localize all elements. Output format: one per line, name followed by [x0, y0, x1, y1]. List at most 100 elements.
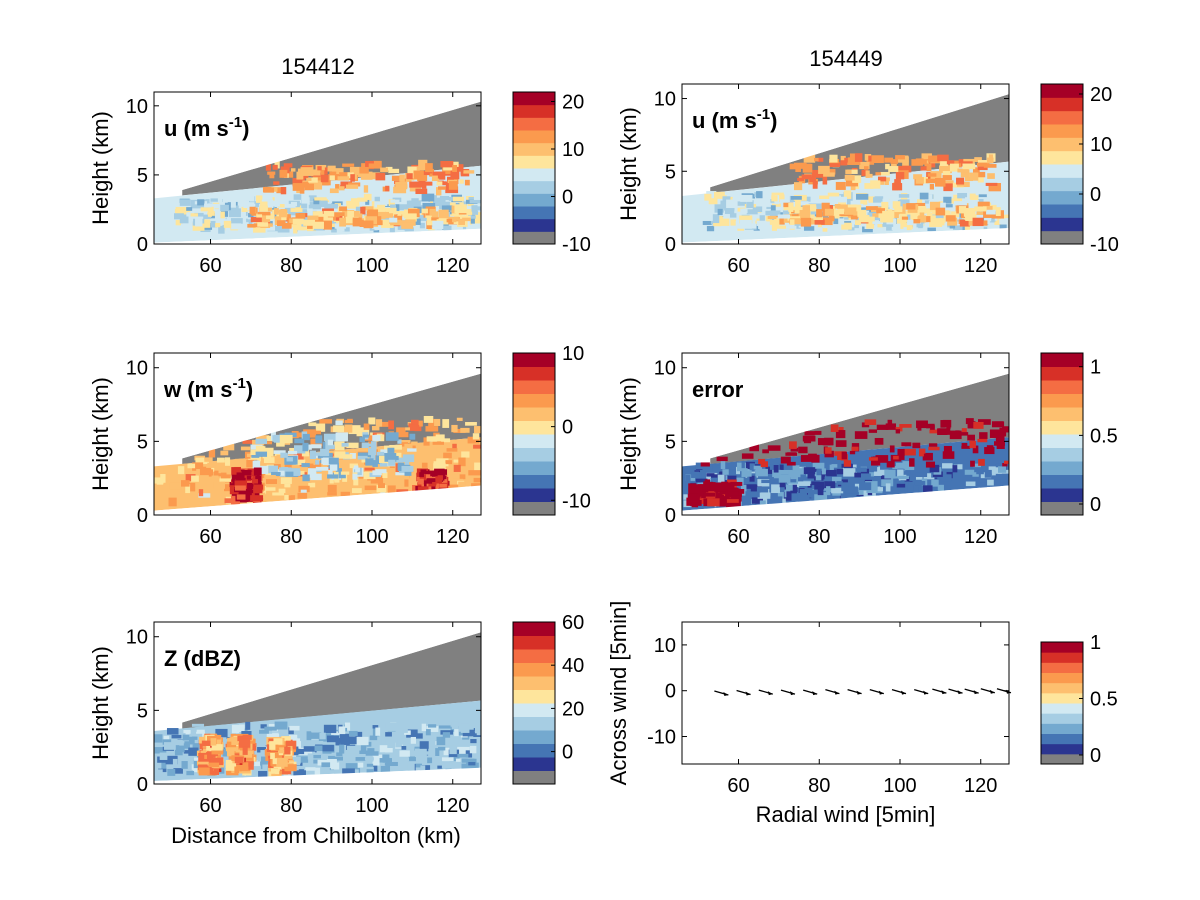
heatmap-cell: [353, 210, 360, 217]
colorbar-swatch: [1041, 461, 1083, 475]
heatmap-cell: [224, 457, 231, 466]
panel-u-154412: u (m s-1) 60 80 100 120 0 5 10 Height (km) -10 0 10…: [88, 91, 591, 277]
heatmap-cell: [973, 421, 984, 429]
heatmap-cell: [888, 166, 899, 172]
heatmap-cell: [707, 203, 714, 210]
wind-arrow-head: [973, 690, 979, 695]
heatmap-cell: [944, 210, 951, 218]
heatmap-cell: [939, 159, 949, 167]
colorbar-swatch: [513, 622, 555, 636]
heatmap-cell: [383, 207, 397, 217]
colorbar-swatch: [513, 649, 555, 663]
heatmap-cell: [454, 727, 459, 737]
heatmap-cell: [889, 195, 900, 200]
colorbar-swatch: [513, 92, 555, 106]
heatmap-cell: [441, 205, 453, 211]
colorbar-tick-label: 0: [562, 417, 573, 439]
heatmap-cell: [320, 174, 329, 183]
heatmap-cell: [277, 215, 284, 222]
heatmap-cell: [405, 213, 417, 222]
y-tick-label: 0: [137, 234, 148, 256]
heatmap-cell: [843, 190, 852, 199]
heatmap-cell: [332, 472, 346, 479]
heatmap-cell: [866, 220, 875, 229]
heatmap-cell: [986, 215, 992, 222]
colorbar-swatch: [1041, 393, 1083, 408]
heatmap-cell: [363, 185, 369, 193]
heatmap-cell: [379, 745, 388, 753]
heatmap-cell: [374, 196, 380, 206]
below-beam: [154, 228, 481, 244]
heatmap-cell: [755, 468, 768, 477]
heatmap-cell: [362, 434, 370, 438]
heatmap-cell: [320, 198, 330, 203]
heatmap-cell: [929, 201, 941, 211]
heatmap-cell: [262, 194, 273, 200]
heatmap-cell: [284, 754, 293, 759]
heatmap-cell: [760, 191, 770, 198]
heatmap-cell: [387, 447, 395, 453]
colorbar-swatch: [513, 743, 555, 758]
colorbar-swatch: [513, 501, 555, 516]
heatmap-cell: [395, 457, 404, 463]
wind-arrow-head: [789, 691, 795, 696]
heatmap-cell: [319, 419, 333, 424]
above-beam: [682, 84, 1009, 196]
heatmap-cell: [965, 199, 971, 207]
heatmap-cell: [246, 459, 258, 468]
heatmap-cell: [154, 747, 167, 754]
heatmap-cell: [397, 439, 402, 444]
heatmap-cell: [183, 750, 193, 754]
colorbar-swatch: [513, 117, 555, 131]
heatmap-cell: [465, 750, 473, 758]
heatmap-cell: [905, 210, 918, 220]
heatmap-cell: [827, 192, 840, 197]
heatmap-cell: [308, 177, 318, 183]
heatmap-cell: [307, 215, 319, 221]
heatmap-cell: [895, 429, 901, 434]
heatmap-cell: [695, 478, 708, 483]
heatmap-cell: [207, 754, 215, 758]
heatmap-cell: [796, 224, 801, 229]
wind-arrow-head: [901, 690, 906, 695]
heatmap-cell: [328, 457, 339, 465]
heatmap-cell: [454, 204, 467, 214]
heatmap-cell: [850, 215, 858, 220]
heatmap-cell: [969, 172, 979, 181]
heatmap-cell: [995, 433, 1005, 442]
heatmap-cell: [350, 174, 355, 182]
heatmap-cell: [230, 218, 243, 224]
heatmap-cell: [184, 741, 190, 748]
heatmap-cell: [892, 201, 901, 209]
heatmap-cell: [940, 474, 952, 482]
heatmap-cell: [177, 745, 185, 753]
heatmap-cell: [461, 758, 468, 763]
heatmap-cell: [360, 745, 367, 754]
heatmap-cell: [814, 494, 824, 504]
heatmap-cell: [952, 465, 958, 473]
heatmap-cell: [793, 206, 806, 213]
heatmap-cell: [345, 216, 353, 224]
heatmap-cell: [979, 482, 987, 489]
heatmap-cell: [327, 165, 336, 172]
heatmap-cell: [263, 457, 275, 464]
heatmap-cell: [984, 469, 992, 478]
heatmap-cell: [333, 425, 345, 433]
heatmap-cell: [925, 461, 936, 468]
heatmap-cell: [276, 220, 286, 227]
colorbar-swatch: [513, 474, 555, 489]
heatmap-cell: [272, 492, 285, 496]
heatmap-cell: [250, 495, 264, 502]
heatmap-cell: [206, 464, 216, 468]
heatmap-cell: [923, 485, 933, 492]
heatmap-cell: [188, 747, 199, 756]
heatmap-cell: [915, 476, 923, 480]
heatmap-cell: [396, 430, 405, 435]
heatmap-cell: [298, 485, 310, 493]
colorbar-swatch: [1041, 488, 1083, 502]
heatmap-cell: [912, 442, 921, 449]
heatmap-cell: [460, 427, 470, 433]
heatmap-cell: [185, 484, 191, 494]
heatmap-cell: [321, 762, 331, 768]
colorbar-frame: [512, 621, 556, 785]
